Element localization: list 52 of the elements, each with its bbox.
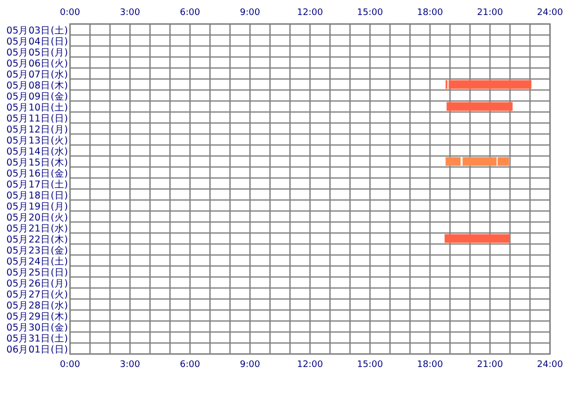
y-tick-label: 05月12日(月) (6, 124, 68, 136)
x-tick-label: 6:00 (180, 360, 200, 370)
x2-tick-label: 15:00 (357, 8, 384, 18)
bar (446, 102, 513, 111)
x-tick-label: 24:00 (537, 360, 564, 370)
y-tick-label: 05月09日(金) (6, 90, 68, 102)
y-tick-label: 05月23日(金) (6, 244, 68, 256)
x2-tick-label: 21:00 (477, 8, 504, 18)
y-tick-label: 05月28日(水) (6, 299, 68, 312)
x-tick-label: 12:00 (297, 360, 324, 370)
y-tick-label: 05月06日(火) (6, 57, 68, 70)
y-tick-label: 05月24日(土) (6, 255, 68, 268)
x-tick-label: 21:00 (477, 360, 504, 370)
bar (444, 234, 510, 243)
y-tick-label: 05月11日(日) (6, 113, 68, 124)
x2-tick-label: 9:00 (240, 8, 260, 18)
y-tick-label: 05月03日(土) (6, 24, 68, 36)
y-tick-label: 05月22日(木) (6, 233, 68, 246)
y-tick-label: 05月07日(水) (6, 68, 68, 80)
y-tick-label: 05月04日(日) (6, 36, 68, 48)
x2-tick-label: 0:00 (60, 8, 80, 18)
y-tick-label: 05月13日(火) (6, 134, 68, 146)
bar (446, 157, 461, 166)
y-tick-label: 05月19日(月) (6, 201, 68, 212)
y-tick-label: 05月05日(月) (6, 47, 68, 58)
y-tick-label: 05月15日(木) (6, 156, 68, 168)
x-tick-label: 9:00 (240, 360, 260, 370)
x2-tick-label: 6:00 (180, 8, 200, 18)
y-tick-label: 05月16日(金) (6, 167, 68, 180)
y-tick-label: 05月29日(木) (6, 310, 68, 322)
x2-tick-label: 18:00 (417, 8, 444, 18)
x2-tick-label: 3:00 (120, 8, 140, 18)
y-tick-label: 05月30日(金) (6, 321, 68, 334)
y-tick-label: 05月14日(水) (6, 145, 68, 158)
y-tick-label: 05月10日(土) (6, 101, 68, 114)
y-tick-label: 05月08日(木) (6, 79, 68, 92)
y-tick-label: 05月18日(日) (6, 190, 68, 202)
x2-tick-label: 12:00 (297, 8, 324, 18)
y-tick-label: 05月31日(土) (6, 332, 68, 344)
y-tick-label: 05月21日(水) (6, 222, 68, 234)
y-tick-label: 05月25日(日) (6, 267, 68, 278)
bar (448, 80, 532, 89)
x2-tick-label: 24:00 (537, 8, 564, 18)
x-tick-label: 3:00 (120, 360, 140, 370)
y-tick-label: 05月27日(火) (6, 288, 68, 300)
y-tick-label: 05月17日(土) (6, 178, 68, 190)
x-tick-label: 15:00 (357, 360, 384, 370)
y-tick-label: 05月20日(火) (6, 211, 68, 224)
y-tick-label: 06月01日(日) (6, 344, 68, 356)
x-tick-label: 0:00 (60, 360, 80, 370)
x-tick-label: 18:00 (417, 360, 444, 370)
y-tick-label: 05月26日(月) (6, 278, 68, 290)
